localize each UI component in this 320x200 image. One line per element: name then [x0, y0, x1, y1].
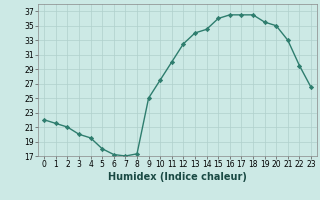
X-axis label: Humidex (Indice chaleur): Humidex (Indice chaleur) — [108, 172, 247, 182]
